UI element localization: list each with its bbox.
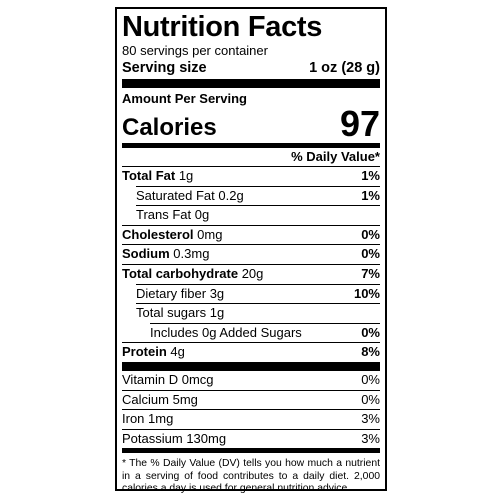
nutrient-cell: Iron 1mg xyxy=(122,410,173,429)
dv-header: % Daily Value* xyxy=(122,148,380,167)
nutrient-row: Total carbohydrate 20g 7% xyxy=(122,263,380,284)
nutrient-row: Vitamin D 0mcg 0% xyxy=(122,371,380,390)
nutrient-amount: 1g xyxy=(178,168,194,183)
micronutrients: Vitamin D 0mcg 0% Calcium 5mg 0% Iron 1mg 3% P… xyxy=(122,371,380,448)
nutrient-name: Cholesterol xyxy=(122,226,194,242)
nutrient-dv: 7% xyxy=(361,265,380,281)
nutrient-dv: 0% xyxy=(361,246,380,262)
nutrients: Total Fat 1g 1% Saturated Fat 0.2g 1% Trans … xyxy=(122,167,380,362)
nutrient-amount: 1g xyxy=(209,305,225,321)
nutrient-name: Total sugars xyxy=(136,305,207,321)
calories-label: Calories xyxy=(122,114,217,141)
nutrient-cell: Total carbohydrate 20g xyxy=(122,265,263,284)
nutrient-cell: Vitamin D 0mcg xyxy=(122,371,214,390)
nutrient-cell: Total sugars 1g xyxy=(136,304,224,323)
nutrient-row: Iron 1mg 3% xyxy=(122,409,380,429)
nutrient-row: Trans Fat 0g xyxy=(136,205,380,225)
nutrition-label: Nutrition Facts 80 servings per containe… xyxy=(115,7,387,494)
nutrient-name: Iron xyxy=(122,411,145,427)
serving-size-row: Serving size 1 oz (28 g) xyxy=(122,59,380,77)
nutrient-dv: 8% xyxy=(361,344,380,360)
nutrient-cell: Saturated Fat 0.2g xyxy=(136,187,244,206)
nutrient-row: Includes 0g Added Sugars 0% xyxy=(150,322,380,343)
title: Nutrition Facts xyxy=(122,11,323,43)
amount-per-serving: Amount Per Serving xyxy=(122,91,247,106)
nutrient-amount: 0.2g xyxy=(218,187,244,203)
nutrient-dv: 0% xyxy=(361,371,380,387)
nutrient-row: Sodium 0.3mg 0% xyxy=(122,244,380,264)
nutrient-row: Dietary fiber 3g 10% xyxy=(136,283,380,304)
nutrient-name: Dietary fiber xyxy=(136,285,207,301)
nutrient-row: Calcium 5mg 0% xyxy=(122,389,380,410)
nutrient-row: Saturated Fat 0.2g 1% xyxy=(136,185,380,206)
nutrient-amount: 20g xyxy=(241,265,264,281)
nutrient-cell: Cholesterol 0mg xyxy=(122,226,222,245)
nutrient-name: Vitamin D xyxy=(122,371,179,387)
nutrient-cell: Sodium 0.3mg xyxy=(122,245,209,264)
nutrient-cell: Potassium 130mg xyxy=(122,430,226,449)
nutrient-amount: 0.3mg xyxy=(173,246,210,262)
nutrient-dv: 10% xyxy=(353,285,380,301)
nutrient-dv: 0% xyxy=(361,324,380,340)
nutrient-name: Total carbohydrate xyxy=(122,265,239,281)
nutrient-row: Total Fat 1g 1% xyxy=(122,167,380,186)
nutrient-dv: 1% xyxy=(361,168,380,183)
nutrient-name: Calcium xyxy=(122,391,169,407)
nutrient-name: Includes 0g Added Sugars xyxy=(150,324,302,340)
nutrient-name: Trans Fat xyxy=(136,207,192,223)
serving-size-label: Serving size xyxy=(122,60,207,76)
nutrient-amount: 0mg xyxy=(197,226,223,242)
nutrient-dv: 3% xyxy=(361,411,380,427)
divider xyxy=(122,361,380,371)
nutrient-row: Cholesterol 0mg 0% xyxy=(122,224,380,245)
nutrient-cell: Protein 4g xyxy=(122,343,185,362)
nutrient-row: Total sugars 1g xyxy=(136,303,380,323)
nutrient-row: Potassium 130mg 3% xyxy=(122,428,380,449)
nutrient-cell: Trans Fat 0g xyxy=(136,206,209,225)
nutrient-amount: 0mcg xyxy=(181,371,214,387)
divider xyxy=(122,79,380,88)
divider xyxy=(122,448,380,454)
nutrient-amount: 5mg xyxy=(172,391,198,407)
footnote: * The % Daily Value (DV) tells you how m… xyxy=(122,458,380,495)
nutrient-name: Protein xyxy=(122,344,167,360)
nutrient-cell: Dietary fiber 3g xyxy=(136,285,224,304)
nutrient-amount: 4g xyxy=(170,344,185,360)
nutrient-name: Saturated Fat xyxy=(136,187,215,203)
nutrient-cell: Includes 0g Added Sugars xyxy=(150,324,302,343)
servings: 80 servings per container xyxy=(122,43,268,58)
nutrient-dv: 1% xyxy=(361,187,380,203)
nutrient-row: Protein 4g 8% xyxy=(122,342,380,362)
nutrient-dv: 0% xyxy=(361,226,380,242)
nutrient-name: Potassium xyxy=(122,430,183,446)
nutrient-amount: 0g xyxy=(194,207,210,223)
nutrient-amount: 3g xyxy=(209,285,225,301)
nutrient-amount: 1mg xyxy=(148,411,174,427)
nutrient-name: Total Fat xyxy=(122,168,176,183)
nutrient-amount: 130mg xyxy=(186,430,227,446)
nutrient-dv: 3% xyxy=(361,430,380,446)
serving-size-value: 1 oz (28 g) xyxy=(309,60,380,76)
nutrient-name: Sodium xyxy=(122,246,170,262)
divider xyxy=(122,143,380,148)
calories-value: 97 xyxy=(339,103,380,144)
nutrient-dv: 0% xyxy=(361,391,380,407)
nutrient-cell: Total Fat 1g xyxy=(122,167,193,186)
calories-row: Calories 97 xyxy=(122,103,380,144)
nutrient-cell: Calcium 5mg xyxy=(122,391,198,410)
